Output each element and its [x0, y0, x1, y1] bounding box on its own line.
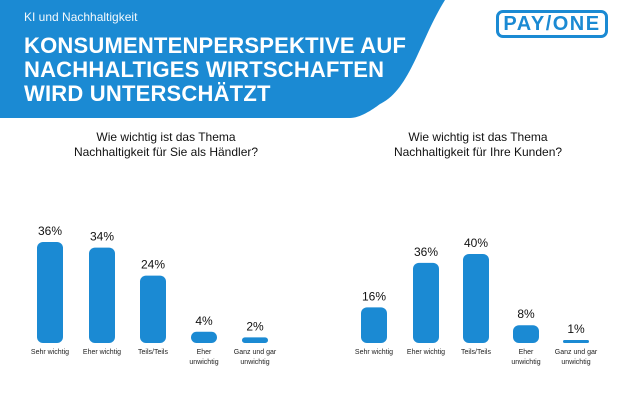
- chart-1-category-label-2-1: Eher wichtig: [83, 349, 121, 356]
- chart-2-category-label-4-1: Eher: [519, 349, 534, 356]
- chart-1-bar-4: [191, 331, 217, 343]
- chart-1-bar-2: [89, 247, 115, 343]
- chart-1-question-line-2: Nachhaltigkeit für Sie als Händler?: [73, 145, 259, 159]
- header-text: KI und Nachhaltigkeit KONSUMENTENPERSPEK…: [24, 10, 424, 106]
- chart-2-category-label-1-1: Sehr wichtig: [355, 349, 393, 356]
- chart-1-category-label-1-1: Sehr wichtig: [31, 349, 69, 356]
- chart-1-bar-1: [37, 242, 63, 343]
- chart-2-category-label-5-2: unwichtig: [561, 359, 590, 366]
- chart-1-value-label-1: 36%: [38, 224, 62, 238]
- page-title-line-3: WIRD UNTERSCHÄTZT: [24, 81, 271, 106]
- page-title: KONSUMENTENPERSPEKTIVE AUF NACHHALTIGES …: [24, 34, 424, 106]
- header-kicker: KI und Nachhaltigkeit: [24, 10, 138, 24]
- chart-2-bar-4: [513, 325, 539, 343]
- chart-2-value-label-3: 40%: [464, 236, 488, 250]
- chart-2-category-label-5-1: Ganz und gar: [555, 349, 598, 356]
- chart-2-bar-1: [361, 307, 387, 343]
- chart-2-category-label-4-2: unwichtig: [511, 359, 540, 366]
- page-title-line-2: NACHHALTIGES WIRTSCHAFTEN: [24, 57, 385, 82]
- page-title-line-1: KONSUMENTENPERSPEKTIVE AUF: [24, 33, 407, 58]
- chart-1-question: Wie wichtig ist das Thema Nachhaltigkeit…: [26, 130, 306, 160]
- chart-2-bar-2: [413, 262, 439, 343]
- chart-1-value-label-3: 24%: [141, 258, 165, 272]
- chart-2-bar-5: [563, 340, 589, 343]
- chart-2-value-label-5: 1%: [567, 322, 585, 336]
- chart-2-category-label-2-1: Eher wichtig: [407, 349, 445, 356]
- chart-2-question-line-2: Nachhaltigkeit für Ihre Kunden?: [393, 145, 563, 159]
- chart-2-value-label-1: 16%: [362, 289, 386, 303]
- chart-2-bar-3: [463, 254, 489, 343]
- chart-2-question: Wie wichtig ist das Thema Nachhaltigkeit…: [338, 130, 618, 160]
- chart-1-category-label-5-2: unwichtig: [240, 359, 269, 366]
- chart-1-value-label-2: 34%: [90, 230, 114, 244]
- chart-1-bar-3: [140, 275, 166, 343]
- chart-1-category-label-4-1: Eher: [197, 349, 212, 356]
- chart-2-question-line-1: Wie wichtig ist das Thema: [408, 130, 548, 144]
- chart-2-value-label-2: 36%: [414, 245, 438, 259]
- chart-1-question-line-1: Wie wichtig ist das Thema: [96, 130, 236, 144]
- chart-2-value-label-4: 8%: [517, 307, 535, 321]
- chart-1-category-label-3-1: Teils/Teils: [138, 349, 168, 356]
- header-banner: [0, 0, 445, 118]
- chart-1-bar-5: [242, 337, 268, 343]
- payone-logo: PAY/ONE: [496, 10, 608, 38]
- chart-1-value-label-4: 4%: [195, 314, 213, 328]
- chart-1-value-label-5: 2%: [246, 319, 264, 333]
- chart-1-category-label-5-1: Ganz und gar: [234, 349, 277, 356]
- header-banner-shape: [0, 0, 445, 118]
- chart-1-category-label-4-2: unwichtig: [189, 359, 218, 366]
- chart-2-category-label-3-1: Teils/Teils: [461, 349, 491, 356]
